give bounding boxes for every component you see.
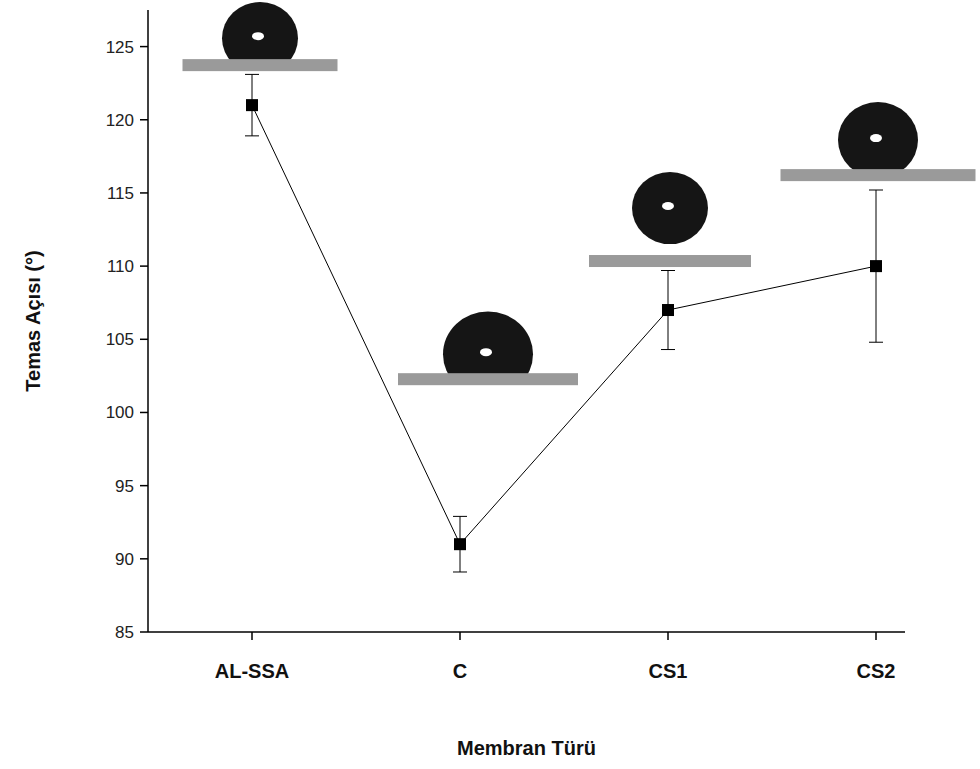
y-tick xyxy=(140,631,148,633)
droplet-highlight xyxy=(480,348,492,356)
error-cap xyxy=(453,571,467,572)
y-tick xyxy=(140,192,148,194)
error-cap xyxy=(245,135,259,136)
x-tick xyxy=(251,632,253,640)
x-tick-label: CS2 xyxy=(857,660,896,682)
droplet-image xyxy=(183,2,338,120)
y-tick xyxy=(140,412,148,414)
marker xyxy=(246,99,258,111)
y-tick xyxy=(140,339,148,341)
substrate xyxy=(183,59,338,71)
droplet-image xyxy=(781,102,976,240)
y-axis-line xyxy=(147,10,149,632)
x-tick-label: AL-SSA xyxy=(215,660,289,682)
y-tick xyxy=(140,46,148,48)
droplet-highlight xyxy=(870,134,882,142)
y-tick-label: 120 xyxy=(106,111,134,130)
y-axis-title: Temas Açısı (°) xyxy=(22,250,44,391)
droplet-mask xyxy=(398,374,578,439)
y-tick xyxy=(140,558,148,560)
data-line xyxy=(252,105,876,544)
substrate xyxy=(589,255,751,267)
droplet-image xyxy=(589,172,751,342)
y-tick-label: 115 xyxy=(107,184,134,203)
droplet-highlight xyxy=(662,202,674,210)
substrate xyxy=(398,373,578,385)
error-cap xyxy=(869,190,883,191)
error-cap xyxy=(245,74,259,75)
y-tick-label: 95 xyxy=(115,477,134,496)
x-tick xyxy=(875,632,877,640)
marker xyxy=(870,260,882,272)
marker xyxy=(662,304,674,316)
y-tick-label: 105 xyxy=(106,330,134,349)
x-tick xyxy=(667,632,669,640)
error-cap xyxy=(869,342,883,343)
y-tick-label: 110 xyxy=(107,257,134,276)
error-bar xyxy=(869,190,883,342)
y-tick-label: 100 xyxy=(106,403,134,422)
y-tick-label: 90 xyxy=(115,550,134,569)
y-tick-label: 85 xyxy=(115,623,134,642)
droplet xyxy=(838,102,918,178)
y-tick xyxy=(140,119,148,121)
substrate xyxy=(781,169,976,181)
x-tick-label: CS1 xyxy=(649,660,688,682)
error-bar xyxy=(661,271,675,350)
x-tick-label: C xyxy=(453,660,467,682)
error-cap xyxy=(661,349,675,350)
error-cap xyxy=(661,270,675,271)
error-bar xyxy=(453,516,467,572)
droplet-images xyxy=(183,2,976,439)
error-cap xyxy=(453,516,467,517)
droplet-mask xyxy=(183,60,338,120)
y-tick xyxy=(140,265,148,267)
plot-area xyxy=(245,74,883,572)
x-axis-title: Membran Türü xyxy=(457,737,596,759)
droplet-mask xyxy=(589,256,751,342)
error-bar xyxy=(245,74,259,135)
y-tick-label: 125 xyxy=(106,38,134,57)
droplet xyxy=(632,172,708,244)
chart: 85 90 95 100 105 110 115 120 125 AL-SSA C CS1 CS2 Mem… xyxy=(0,0,980,769)
marker xyxy=(454,538,466,550)
x-tick xyxy=(459,632,461,640)
droplet-mask xyxy=(781,170,976,240)
droplet-image xyxy=(398,311,578,439)
droplet-highlight xyxy=(252,32,264,40)
x-axis-line xyxy=(148,631,905,633)
y-tick xyxy=(140,485,148,487)
